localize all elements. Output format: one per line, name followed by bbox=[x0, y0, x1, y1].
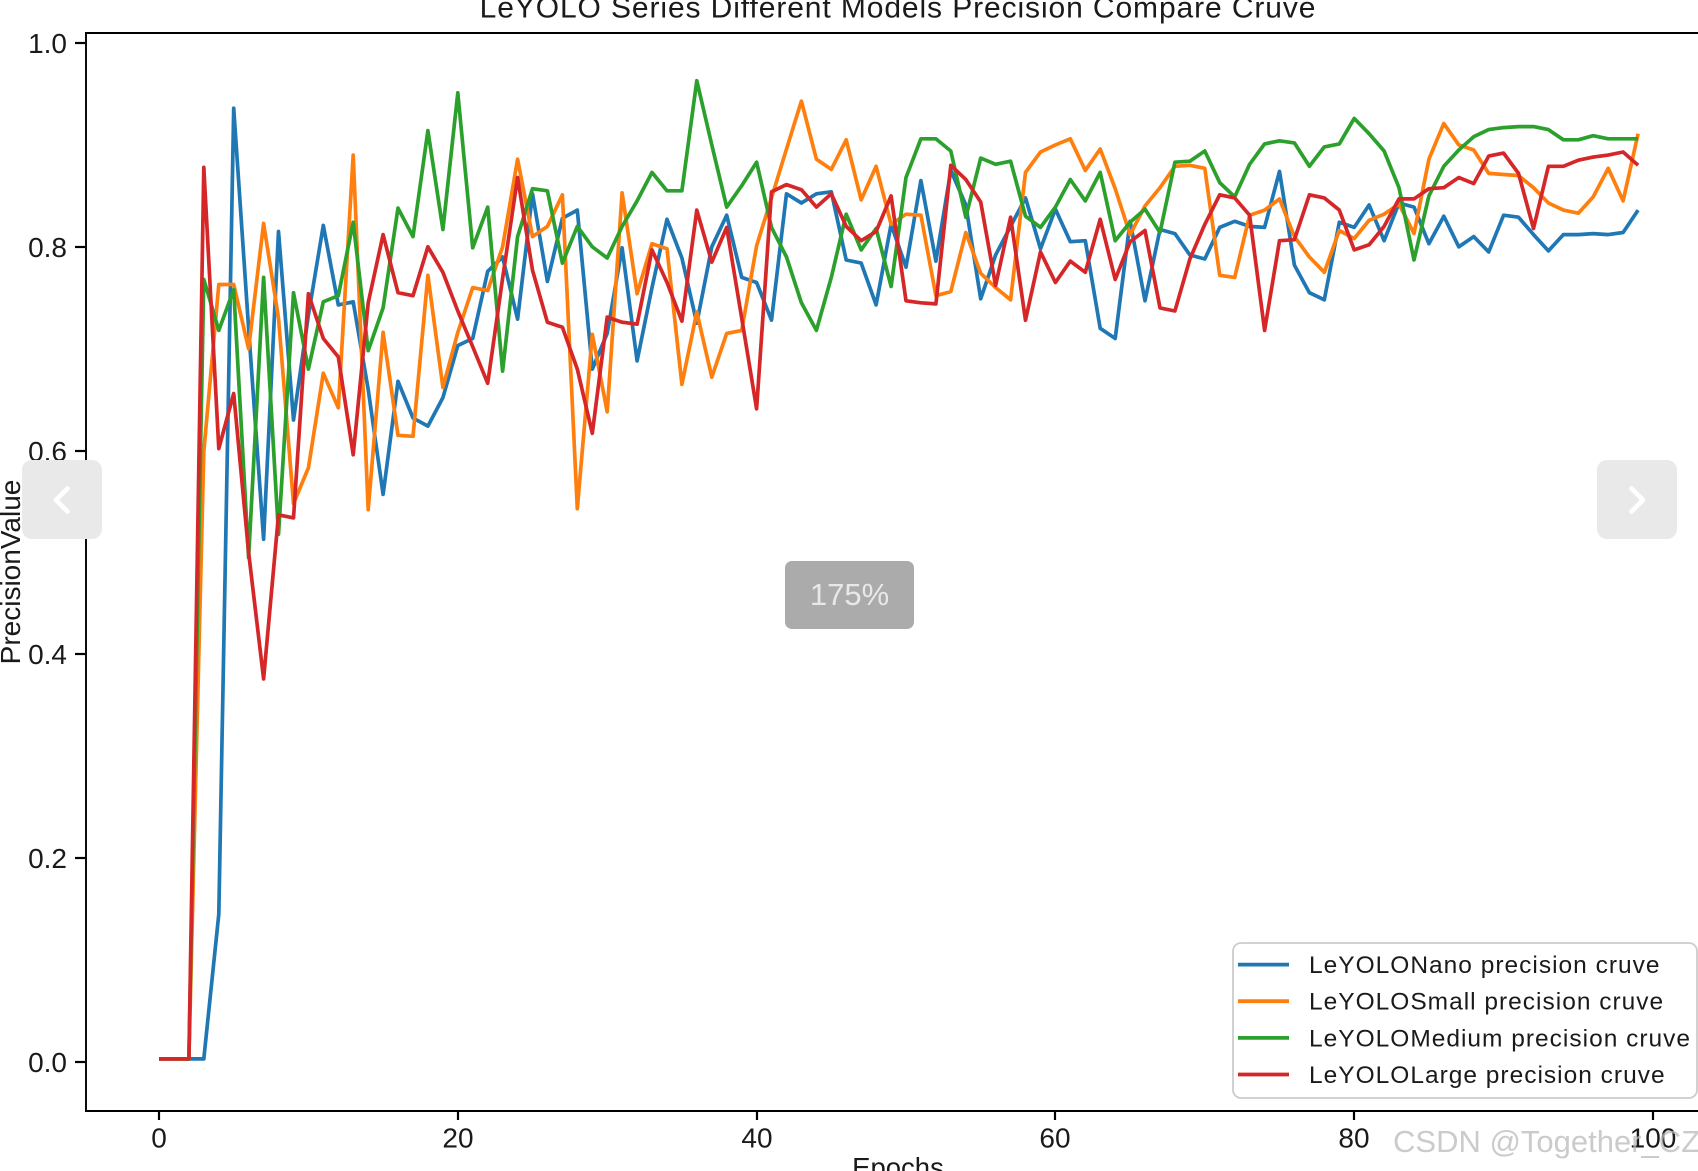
svg-text:LeYOLOSmall precision cruve: LeYOLOSmall precision cruve bbox=[1309, 989, 1664, 1016]
svg-text:LeYOLONano precision cruve: LeYOLONano precision cruve bbox=[1309, 952, 1660, 979]
svg-text:0.2: 0.2 bbox=[28, 843, 67, 874]
svg-text:0: 0 bbox=[151, 1123, 167, 1154]
svg-text:0.8: 0.8 bbox=[28, 232, 67, 263]
svg-text:Epochs: Epochs bbox=[852, 1152, 944, 1171]
svg-text:80: 80 bbox=[1338, 1123, 1369, 1154]
svg-text:0.4: 0.4 bbox=[28, 639, 67, 670]
svg-text:0.0: 0.0 bbox=[28, 1047, 67, 1078]
svg-text:LeYOLOMedium precision cruve: LeYOLOMedium precision cruve bbox=[1309, 1025, 1691, 1052]
svg-text:100: 100 bbox=[1630, 1123, 1677, 1154]
svg-text:1.0: 1.0 bbox=[28, 28, 67, 59]
svg-text:40: 40 bbox=[741, 1123, 772, 1154]
svg-text:60: 60 bbox=[1039, 1123, 1070, 1154]
svg-text:CSDN @Together_CZ: CSDN @Together_CZ bbox=[1393, 1124, 1698, 1159]
svg-text:LeYOLO Series Different Models: LeYOLO Series Different Models Precision… bbox=[480, 0, 1317, 25]
svg-text:PrecisionValue: PrecisionValue bbox=[0, 480, 26, 665]
svg-text:LeYOLOLarge precision cruve: LeYOLOLarge precision cruve bbox=[1309, 1062, 1666, 1089]
svg-text:20: 20 bbox=[442, 1123, 473, 1154]
